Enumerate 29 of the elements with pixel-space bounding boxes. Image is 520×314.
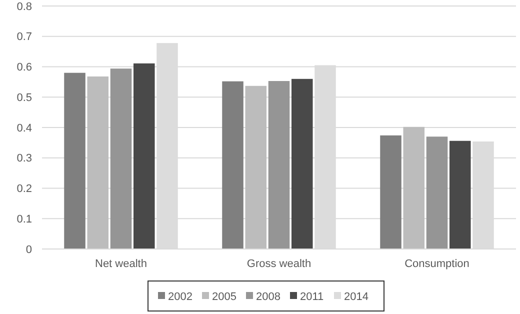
y-tick-label: 0.6 [16, 62, 32, 74]
bar [403, 126, 425, 249]
bar [268, 81, 290, 249]
y-tick-label: 0.8 [16, 0, 32, 13]
y-tick-label: 0 [26, 244, 32, 256]
bar [64, 72, 86, 249]
y-tick-label: 0.3 [16, 152, 32, 165]
y-tick-label: 0.7 [16, 31, 32, 44]
x-tick-label: Net wealth [95, 258, 147, 270]
bar [245, 86, 267, 249]
y-tick-label: 0.2 [16, 183, 32, 196]
legend-label: 2008 [256, 290, 280, 303]
bar [380, 135, 402, 249]
x-tick-label: Gross wealth [246, 258, 312, 270]
y-tick-label: 0.4 [16, 122, 32, 134]
bar [110, 68, 132, 249]
x-tick-label: Consumption [404, 258, 470, 270]
y-tick-label: 0.5 [16, 92, 32, 104]
bar [449, 140, 471, 249]
legend-label: 2011 [300, 290, 324, 303]
legend-label: 2005 [212, 290, 236, 303]
bar [87, 76, 109, 249]
y-tick-label: 0.1 [16, 213, 32, 226]
legend-label: 2002 [168, 290, 192, 303]
bar [133, 63, 155, 249]
bar [426, 136, 448, 249]
bar [222, 81, 244, 249]
bar [291, 78, 313, 249]
legend-label: 2014 [344, 290, 368, 303]
